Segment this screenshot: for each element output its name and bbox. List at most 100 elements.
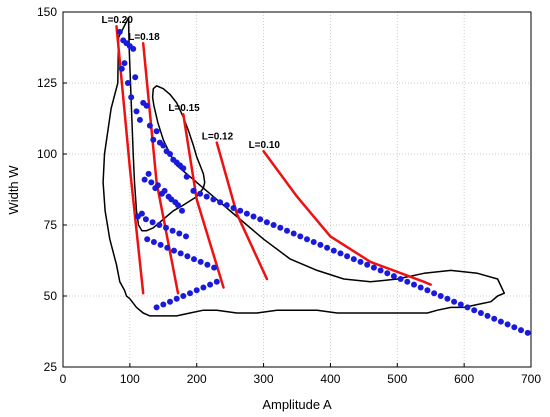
curve-labels: L=0.20 L=0.18 L=0.15 L=0.12 L=0.10 (101, 15, 280, 151)
data-point-41 (149, 219, 156, 226)
data-point-46 (183, 233, 189, 240)
y-tick-label-2: 75 (44, 218, 58, 232)
data-point-54 (191, 256, 197, 263)
data-point-7 (121, 60, 128, 67)
data-point-113 (180, 293, 187, 299)
data-point-95 (437, 293, 444, 299)
data-point-72 (284, 227, 290, 234)
data-point-6 (118, 65, 125, 72)
data-point-116 (200, 284, 207, 291)
data-point-42 (156, 222, 163, 228)
y-tick-label-0: 25 (44, 360, 58, 374)
data-point-59 (197, 190, 204, 197)
data-point-110 (160, 301, 167, 308)
data-point-112 (173, 295, 180, 302)
data-point-66 (243, 210, 250, 217)
data-point-104 (497, 318, 504, 325)
data-point-25 (183, 173, 190, 180)
fit-curve-3 (215, 141, 269, 281)
data-point-90 (404, 278, 411, 285)
data-point-27 (145, 170, 152, 177)
x-tick-label-0: 0 (60, 372, 67, 386)
data-point-103 (491, 315, 498, 322)
data-point-36 (175, 202, 181, 209)
data-point-65 (237, 207, 244, 214)
data-point-101 (477, 310, 484, 316)
data-point-8 (124, 80, 131, 86)
data-point-105 (504, 321, 511, 328)
data-point-108 (524, 329, 531, 336)
data-point-47 (144, 236, 151, 243)
data-point-107 (518, 327, 524, 334)
data-point-94 (431, 290, 438, 297)
data-point-73 (290, 230, 297, 237)
data-point-20 (167, 151, 173, 157)
data-point-55 (197, 258, 204, 265)
data-point-111 (167, 298, 173, 305)
x-tick-label-7: 700 (521, 372, 541, 386)
data-point-106 (511, 324, 518, 331)
data-point-89 (397, 276, 404, 282)
data-point-76 (310, 239, 317, 245)
data-point-83 (357, 258, 364, 265)
data-point-53 (184, 253, 191, 260)
data-point-109 (153, 304, 160, 311)
data-point-57 (211, 264, 218, 271)
data-point-92 (417, 284, 424, 291)
data-point-9 (128, 94, 135, 101)
data-point-117 (207, 281, 214, 288)
data-point-48 (150, 239, 157, 245)
data-point-62 (217, 199, 224, 206)
data-point-4 (130, 45, 137, 52)
data-point-81 (344, 253, 351, 260)
x-tick-label-2: 200 (187, 372, 207, 386)
data-point-80 (337, 250, 344, 257)
envelope-layer (102, 16, 506, 317)
data-point-39 (134, 213, 141, 220)
y-axis-title: Width W (6, 165, 21, 215)
plot-frame (62, 11, 532, 368)
data-point-79 (330, 247, 337, 254)
data-point-84 (364, 261, 371, 268)
data-point-52 (177, 250, 184, 257)
data-point-75 (304, 236, 310, 243)
x-tick-label-4: 400 (320, 372, 340, 386)
data-point-14 (146, 122, 153, 129)
data-point-78 (324, 244, 331, 251)
data-point-77 (317, 241, 324, 248)
fit-curve-0 (115, 24, 145, 295)
tick-layer: 0 100 200 300 400 500 600 700 25 50 75 100 125 150 (37, 5, 541, 386)
data-point-82 (350, 256, 357, 263)
data-point-96 (444, 295, 451, 302)
curve-label-0: L=0.20 (101, 15, 133, 26)
data-point-63 (223, 202, 230, 209)
data-point-0 (116, 28, 123, 35)
fit-curve-1 (141, 41, 180, 295)
data-point-11 (136, 116, 143, 123)
grid-lines (63, 12, 531, 367)
data-point-30 (154, 182, 161, 189)
data-point-118 (213, 278, 220, 285)
data-point-85 (370, 264, 377, 271)
y-tick-label-1: 50 (44, 289, 58, 303)
data-point-32 (161, 187, 168, 194)
x-tick-label-5: 500 (387, 372, 407, 386)
data-point-87 (384, 270, 391, 277)
data-point-24 (180, 165, 187, 172)
data-point-37 (179, 207, 185, 214)
data-point-61 (210, 196, 217, 203)
data-point-70 (270, 222, 277, 228)
data-point-10 (133, 108, 140, 115)
data-point-93 (424, 287, 431, 294)
data-point-97 (451, 298, 458, 305)
y-tick-label-3: 100 (37, 147, 57, 161)
fit-curve-2 (182, 112, 225, 289)
y-tick-label-4: 125 (37, 76, 57, 90)
data-point-100 (471, 307, 478, 314)
point-layer (116, 28, 531, 336)
data-point-26 (141, 176, 148, 183)
data-point-67 (250, 213, 257, 220)
data-point-51 (171, 247, 177, 254)
data-point-45 (176, 230, 183, 237)
